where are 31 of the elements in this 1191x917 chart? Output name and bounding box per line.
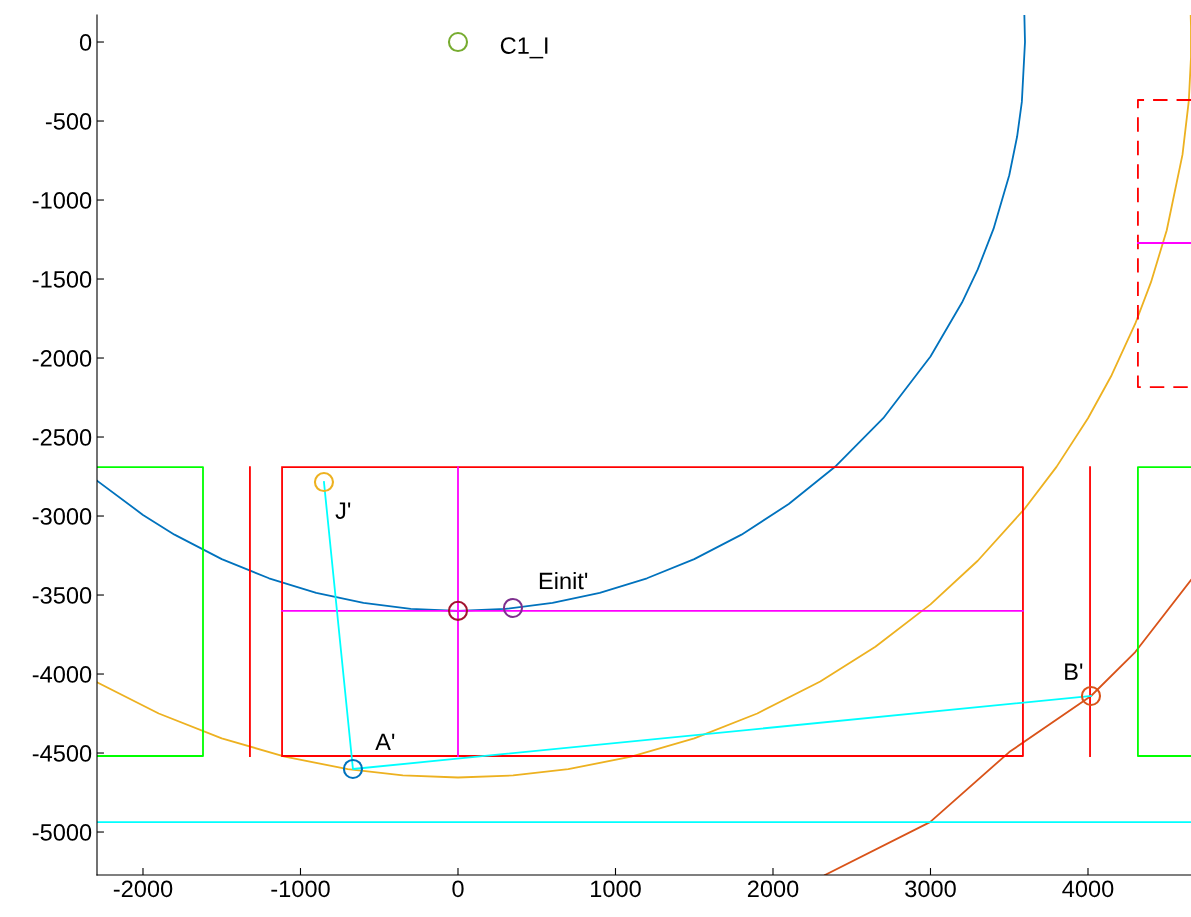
annotation: J': [335, 502, 351, 519]
point: [502, 597, 524, 619]
point: [447, 600, 469, 621]
x-tick-label: 4000: [1062, 880, 1114, 898]
point: [342, 758, 364, 780]
y-tick-label: 0: [79, 34, 92, 51]
y-tick-label: -4000: [32, 666, 92, 683]
y-tick-label: -3000: [32, 508, 92, 525]
y-tick-label: -1000: [32, 192, 92, 209]
annotation: C1_I: [500, 37, 548, 59]
point: [447, 31, 469, 53]
y-tick-label: -500: [45, 113, 92, 130]
line-series: [97, 15, 1191, 779]
x-tick-label: -2000: [113, 880, 173, 898]
x-tick-label: 1000: [591, 880, 641, 898]
x-tick-label: 0: [452, 880, 464, 898]
point: [313, 471, 335, 493]
y-tick-label: -5000: [32, 824, 92, 841]
x-tick-label: -1000: [271, 880, 330, 898]
annotation: Einit': [539, 571, 588, 590]
x-tick-label: 2000: [747, 880, 799, 898]
y-tick-label: -2000: [32, 350, 92, 367]
y-tick-label: -2500: [32, 429, 92, 446]
y-tick-label: -4500: [32, 745, 92, 762]
annotation: B': [1065, 663, 1083, 680]
y-tick-label: -1500: [32, 271, 92, 288]
annotation: A': [375, 733, 395, 751]
line-series: [824, 579, 1191, 875]
x-tick-label: 3000: [905, 880, 956, 898]
point: [1080, 685, 1102, 707]
y-tick-label: -3500: [32, 587, 92, 604]
